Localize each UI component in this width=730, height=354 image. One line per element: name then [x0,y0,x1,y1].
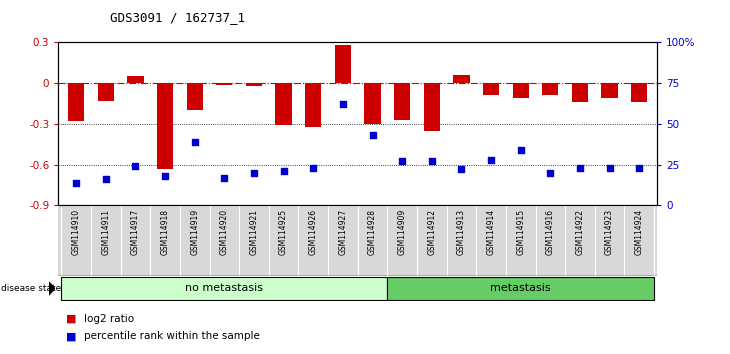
Text: GSM114925: GSM114925 [279,209,288,255]
Bar [542,83,558,96]
Point [307,165,319,171]
Bar [453,75,469,83]
Bar [572,83,588,102]
Bar [388,278,654,299]
Text: no metastasis: no metastasis [185,283,264,293]
Bar [364,83,380,124]
Text: GSM114926: GSM114926 [309,209,318,255]
Text: GSM114928: GSM114928 [368,209,377,255]
Text: GSM114921: GSM114921 [250,209,258,255]
Text: GSM114918: GSM114918 [161,209,169,255]
Text: GSM114916: GSM114916 [546,209,555,255]
Point [456,167,467,172]
Text: GSM114910: GSM114910 [72,209,81,255]
Point [159,173,171,179]
Text: GSM114922: GSM114922 [575,209,585,255]
Bar [305,83,321,127]
Bar [127,76,144,83]
Point [515,147,526,153]
Bar [423,83,440,131]
Text: ■: ■ [66,331,76,341]
Point [337,102,349,107]
Bar [68,83,85,121]
Text: GSM114924: GSM114924 [634,209,644,255]
Bar [187,83,203,110]
Bar [61,278,388,299]
Point [485,157,497,162]
Point [248,170,260,176]
Point [189,139,201,145]
Polygon shape [49,282,55,295]
Point [604,165,615,171]
Text: GSM114914: GSM114914 [487,209,496,255]
Text: GSM114915: GSM114915 [516,209,525,255]
Text: GDS3091 / 162737_1: GDS3091 / 162737_1 [110,11,245,24]
Bar [216,83,232,85]
Bar [631,83,648,102]
Point [218,175,230,181]
Text: GSM114923: GSM114923 [605,209,614,255]
Bar [275,83,292,125]
Text: percentile rank within the sample: percentile rank within the sample [84,331,260,341]
Bar [98,83,114,101]
Bar [394,83,410,120]
Point [396,159,408,164]
Point [574,165,585,171]
Text: log2 ratio: log2 ratio [84,314,134,324]
Bar [335,45,351,83]
Point [100,176,112,182]
Text: disease state: disease state [1,284,61,293]
Text: GSM114927: GSM114927 [339,209,347,255]
Bar [157,83,173,169]
Text: GSM114912: GSM114912 [427,209,437,255]
Point [426,159,437,164]
Bar [483,83,499,96]
Text: GSM114913: GSM114913 [457,209,466,255]
Text: GSM114911: GSM114911 [101,209,110,255]
Text: ■: ■ [66,314,76,324]
Bar [512,83,529,98]
Point [130,164,142,169]
Point [545,170,556,176]
Text: GSM114917: GSM114917 [131,209,140,255]
Bar [246,83,262,86]
Point [634,165,645,171]
Point [366,132,378,138]
Point [278,168,290,174]
Bar [602,83,618,98]
Text: metastasis: metastasis [491,283,551,293]
Point [70,180,82,185]
Text: GSM114920: GSM114920 [220,209,228,255]
Text: GSM114909: GSM114909 [398,209,407,255]
Text: GSM114919: GSM114919 [191,209,199,255]
